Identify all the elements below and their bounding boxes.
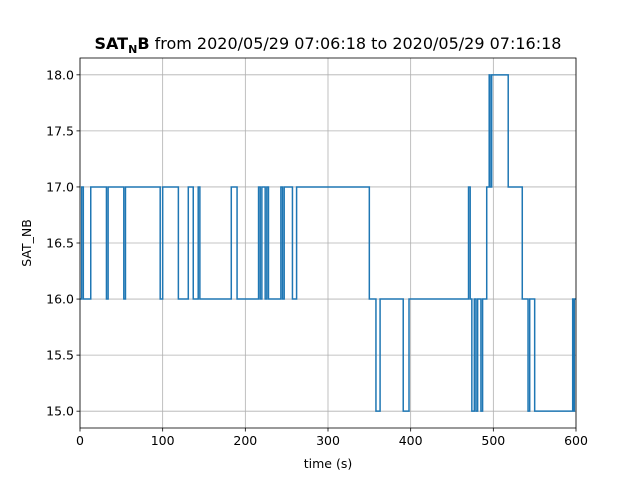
y-axis-label: SAT_NB xyxy=(19,219,34,267)
series-group xyxy=(80,74,576,412)
x-tick-label: 0 xyxy=(76,433,84,448)
y-axis-ticks: 15.0 15.5 16.0 16.5 17.0 17.5 18.0 xyxy=(46,67,80,419)
y-tick-label: 17.5 xyxy=(46,123,74,138)
x-tick-label: 500 xyxy=(481,433,505,448)
x-axis-ticks: 0 100 200 300 400 500 600 xyxy=(76,428,588,448)
series-line xyxy=(80,74,576,412)
x-axis-label: time (s) xyxy=(304,456,352,471)
y-tick-label: 16.5 xyxy=(46,236,74,251)
x-tick-label: 200 xyxy=(233,433,257,448)
title-bold-subscript: N xyxy=(128,43,137,56)
y-tick-label: 15.5 xyxy=(46,348,74,363)
title-bold-main: SAT xyxy=(95,34,129,53)
y-tick-label: 18.0 xyxy=(46,67,74,82)
x-tick-label: 100 xyxy=(151,433,175,448)
title-bold-tail: B xyxy=(137,34,149,53)
chart-title: SATNB from 2020/05/29 07:06:18 to 2020/0… xyxy=(95,34,562,56)
y-tick-label: 15.0 xyxy=(46,404,74,419)
x-tick-label: 300 xyxy=(316,433,340,448)
x-tick-label: 400 xyxy=(399,433,423,448)
title-rest: from 2020/05/29 07:06:18 to 2020/05/29 0… xyxy=(150,34,562,53)
x-tick-label: 600 xyxy=(564,433,588,448)
y-tick-label: 16.0 xyxy=(46,292,74,307)
y-tick-label: 17.0 xyxy=(46,179,74,194)
